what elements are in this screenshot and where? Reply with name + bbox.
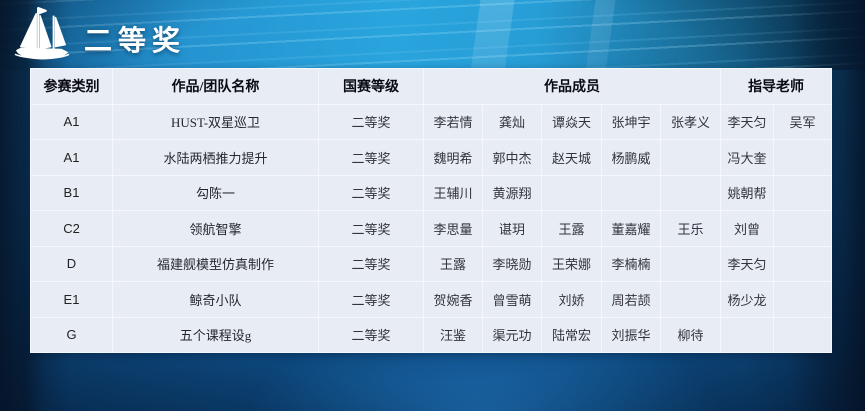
member-cell: 赵天城: [541, 139, 602, 176]
member-cell: 郭中杰: [482, 139, 542, 176]
team-cell: HUST-双星巡卫: [112, 103, 319, 140]
category-cell: C2: [30, 210, 113, 247]
advisor-cell: 刘曾: [720, 210, 775, 247]
award-cell: 二等奖: [318, 103, 424, 140]
member-cell: 王辅川: [423, 174, 483, 211]
header-members: 作品成员: [422, 68, 722, 105]
award-cell: 二等奖: [318, 281, 424, 318]
category-cell: A1: [30, 103, 113, 140]
award-cell: 二等奖: [318, 245, 424, 282]
team-cell: 水陆两栖推力提升: [112, 139, 319, 176]
advisor-cell: 吴军: [773, 103, 833, 140]
advisor-cell: [773, 245, 833, 282]
advisor-cell: [720, 316, 775, 353]
member-cell: 张坤宇: [601, 103, 661, 140]
advisor-cell: [773, 316, 833, 353]
member-cell: 张孝义: [659, 103, 722, 140]
team-cell: 鲸奇小队: [112, 281, 319, 318]
category-cell: G: [30, 316, 113, 353]
award-cell: 二等奖: [318, 139, 424, 176]
member-cell: [659, 139, 722, 176]
member-cell: 王荣娜: [541, 245, 602, 282]
category-cell: D: [30, 245, 113, 282]
table-row: D 福建舰模型仿真制作 二等奖 王露 李晓勋 王荣娜 李楠楠 李天匀: [30, 245, 833, 282]
member-cell: 魏明希: [423, 139, 483, 176]
member-cell: [659, 245, 722, 282]
table-row: A1 HUST-双星巡卫 二等奖 李若情 龚灿 谭焱天 张坤宇 张孝义 李天匀 吴军: [30, 103, 833, 140]
award-cell: 二等奖: [318, 174, 424, 211]
advisor-cell: 李天匀: [720, 103, 775, 140]
member-cell: 王露: [541, 210, 602, 247]
team-cell: 领航智擎: [112, 210, 319, 247]
category-cell: B1: [30, 174, 113, 211]
award-cell: 二等奖: [318, 316, 424, 353]
awards-table-body: A1 HUST-双星巡卫 二等奖 李若情 龚灿 谭焱天 张坤宇 张孝义 李天匀 吴军 A1 水陆两栖推…: [30, 103, 833, 353]
header-advisors: 指导老师: [720, 68, 833, 105]
member-cell: 贺婉香: [423, 281, 483, 318]
member-cell: 李楠楠: [601, 245, 661, 282]
member-cell: 曾雪萌: [482, 281, 542, 318]
member-cell: 谌玥: [482, 210, 542, 247]
member-cell: 李晓勋: [482, 245, 542, 282]
member-cell: [541, 174, 602, 211]
awards-table: 参赛类别 作品/团队名称 国赛等级 作品成员 指导老师 A1 HUST-双星巡卫二…: [30, 68, 833, 353]
team-cell: 福建舰模型仿真制作: [112, 245, 319, 282]
advisor-cell: 李天匀: [720, 245, 775, 282]
team-cell: 勾陈一: [112, 174, 319, 211]
member-cell: [601, 174, 661, 211]
header-category: 参赛类别: [30, 68, 113, 105]
table-row: C2 领航智擎 二等奖 李思量 谌玥 王露 董嘉耀 王乐 刘曾: [30, 210, 833, 247]
advisor-cell: [773, 281, 833, 318]
member-cell: [659, 174, 722, 211]
advisor-cell: [773, 210, 833, 247]
member-cell: 周若颉: [601, 281, 661, 318]
member-cell: 董嘉耀: [601, 210, 661, 247]
member-cell: 王乐: [659, 210, 722, 247]
advisor-cell: 姚朝帮: [720, 174, 775, 211]
sailboat-icon: [14, 6, 70, 60]
member-cell: 刘振华: [601, 316, 661, 353]
advisor-cell: 冯大奎: [720, 139, 775, 176]
member-cell: 渠元功: [482, 316, 542, 353]
table-row: G 五个课程设g 二等奖 汪鉴 渠元功 陆常宏 刘振华 柳待: [30, 316, 833, 353]
header-award: 国赛等级: [318, 68, 424, 105]
member-cell: 龚灿: [482, 103, 542, 140]
member-cell: 柳待: [659, 316, 722, 353]
member-cell: 陆常宏: [541, 316, 602, 353]
member-cell: 杨鹏威: [601, 139, 661, 176]
member-cell: [659, 281, 722, 318]
member-cell: 黄源翔: [482, 174, 542, 211]
table-header-row: 参赛类别 作品/团队名称 国赛等级 作品成员 指导老师: [30, 68, 833, 105]
advisor-cell: 杨少龙: [720, 281, 775, 318]
member-cell: 李思量: [423, 210, 483, 247]
advisor-cell: [773, 139, 833, 176]
team-cell: 五个课程设g: [112, 316, 319, 353]
page-title: 二等奖: [84, 25, 187, 56]
category-cell: A1: [30, 139, 113, 176]
table-row: E1 鲸奇小队 二等奖 贺婉香 曾雪萌 刘娇 周若颉 杨少龙: [30, 281, 833, 318]
member-cell: 刘娇: [541, 281, 602, 318]
member-cell: 汪鉴: [423, 316, 483, 353]
category-cell: E1: [30, 281, 113, 318]
advisor-cell: [773, 174, 833, 211]
member-cell: 王露: [423, 245, 483, 282]
award-cell: 二等奖: [318, 210, 424, 247]
table-row: A1 水陆两栖推力提升 二等奖 魏明希 郭中杰 赵天城 杨鹏威 冯大奎: [30, 139, 833, 176]
table-row: B1 勾陈一 二等奖 王辅川 黄源翔 姚朝帮: [30, 174, 833, 211]
header-team: 作品/团队名称: [112, 68, 319, 105]
member-cell: 李若情: [423, 103, 483, 140]
member-cell: 谭焱天: [541, 103, 602, 140]
